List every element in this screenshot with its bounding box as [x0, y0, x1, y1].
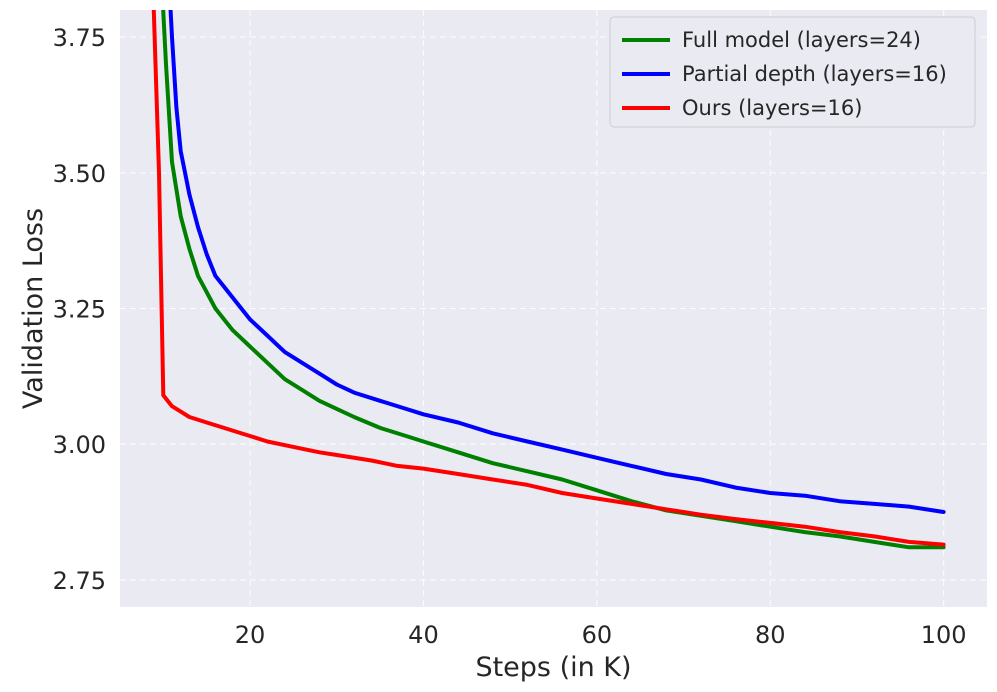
y-axis-label: Validation Loss	[18, 208, 49, 409]
x-axis-label: Steps (in K)	[475, 652, 631, 683]
series-line-0	[161, 10, 946, 550]
x-tick-label: 60	[582, 621, 613, 649]
x-tick-label: 20	[235, 621, 266, 649]
x-tick-label: 100	[921, 621, 967, 649]
grid	[120, 10, 987, 607]
series-line-2	[151, 10, 946, 547]
series-layer	[151, 10, 946, 550]
x-tick-label: 40	[408, 621, 439, 649]
y-axis-ticks: 2.75 3.00 3.25 3.50 3.75	[53, 24, 106, 595]
legend-label: Full model (layers=24)	[682, 28, 921, 52]
legend: Full model (layers=24) Partial depth (lay…	[609, 16, 976, 128]
x-tick-label: 80	[755, 621, 786, 649]
series-line-1	[168, 10, 946, 514]
legend-label: Partial depth (layers=16)	[682, 62, 947, 86]
legend-frame	[609, 16, 976, 128]
y-tick-label: 3.50	[53, 160, 106, 188]
y-tick-label: 3.25	[53, 296, 106, 324]
y-tick-label: 3.75	[53, 24, 106, 52]
y-tick-label: 2.75	[53, 567, 106, 595]
y-tick-label: 3.00	[53, 431, 106, 459]
legend-label: Ours (layers=16)	[682, 96, 862, 120]
x-axis-ticks: 20 40 60 80 100	[235, 621, 967, 649]
